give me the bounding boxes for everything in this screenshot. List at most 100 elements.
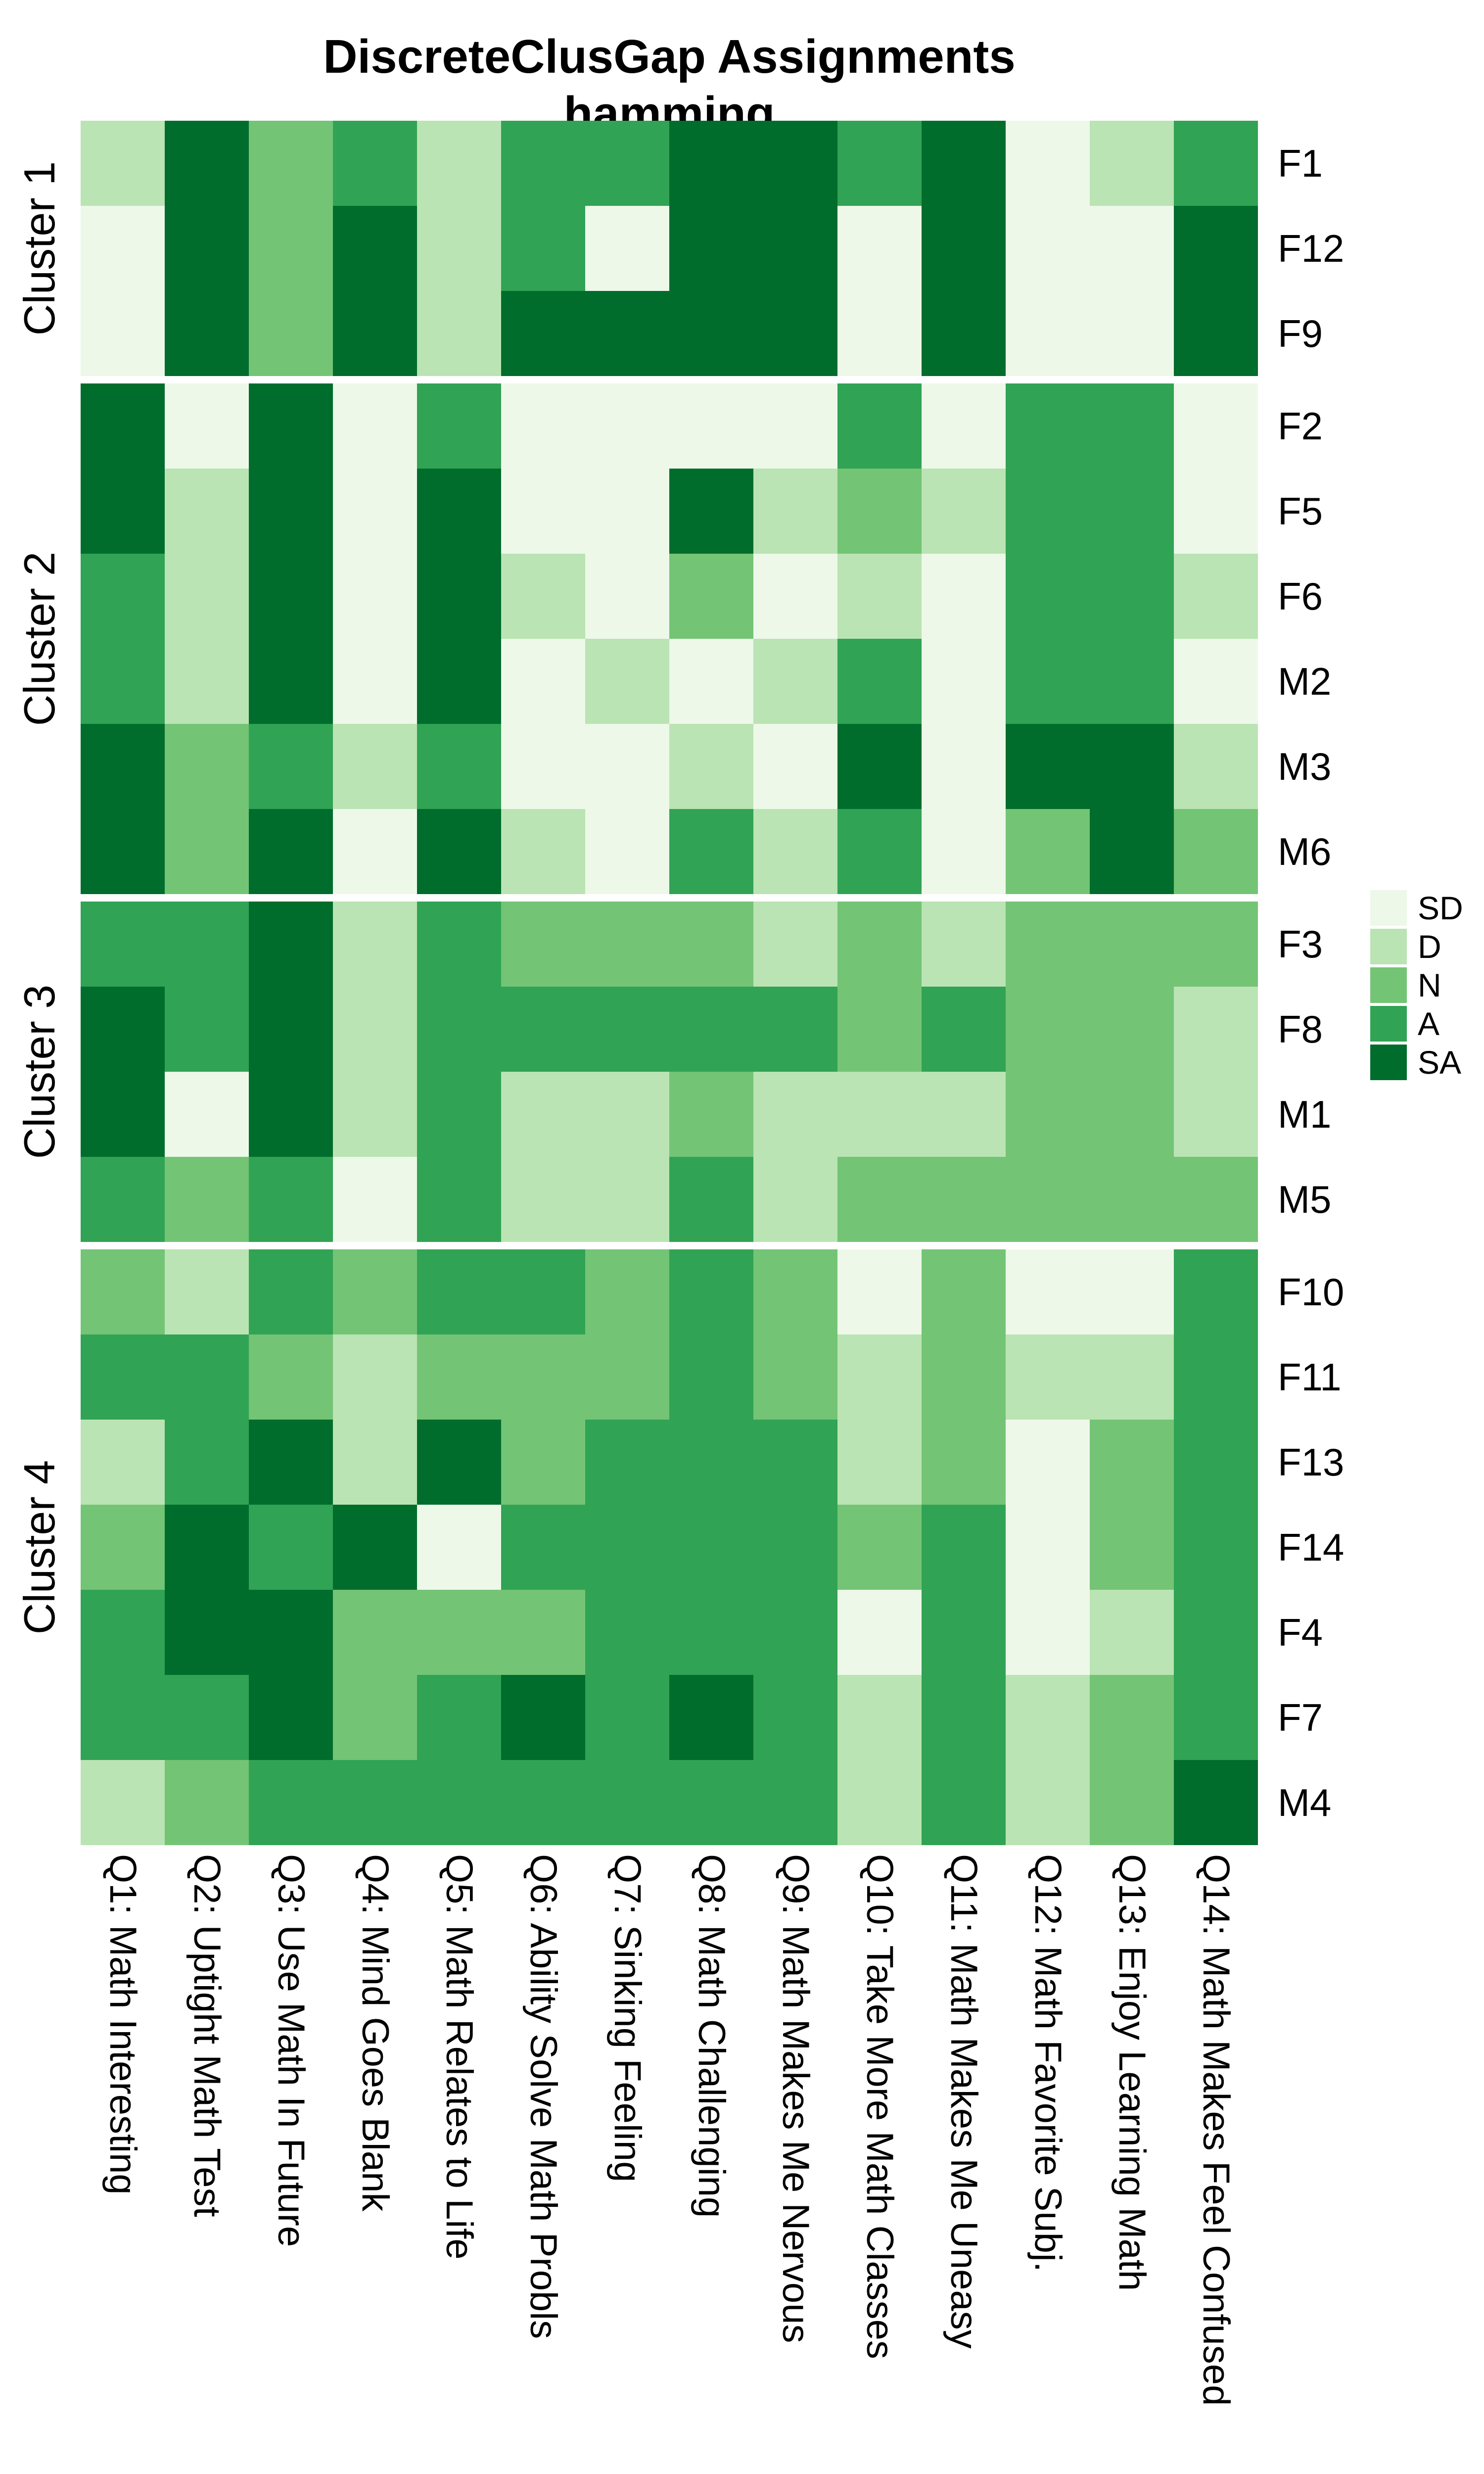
heatmap-cell <box>837 1760 922 1845</box>
heatmap-cell <box>1174 291 1258 376</box>
heatmap-cell <box>81 1675 165 1760</box>
heatmap-cell <box>1090 469 1174 554</box>
heatmap-cell <box>249 1157 333 1242</box>
column-label: Q4: Mind Goes Blank <box>354 1854 396 2212</box>
heatmap-cell <box>753 469 837 554</box>
heatmap-cell <box>1174 1420 1258 1505</box>
heatmap-cell <box>922 1334 1006 1420</box>
heatmap-cell <box>333 902 417 987</box>
heatmap-cell <box>669 291 753 376</box>
heatmap-cell <box>669 554 753 639</box>
heatmap-cell <box>333 1505 417 1590</box>
column-label: Q8: Math Challenging <box>691 1854 733 2218</box>
row-label: M3 <box>1278 744 1332 788</box>
heatmap-cell <box>753 121 837 206</box>
heatmap-cell <box>837 809 922 894</box>
heatmap-cell <box>669 987 753 1072</box>
heatmap-cell <box>501 121 585 206</box>
heatmap-cell <box>669 1675 753 1760</box>
heatmap-cell <box>333 206 417 291</box>
heatmap-cell <box>501 902 585 987</box>
row-label: F10 <box>1278 1270 1345 1314</box>
heatmap-cell <box>249 639 333 724</box>
heatmap-cell <box>1090 1675 1174 1760</box>
heatmap-cell <box>165 121 249 206</box>
heatmap-cell <box>81 554 165 639</box>
heatmap-cell <box>1090 1420 1174 1505</box>
heatmap-cell <box>669 1334 753 1420</box>
heatmap-cell <box>165 1590 249 1675</box>
heatmap-cell <box>837 1072 922 1157</box>
heatmap-cell <box>1006 1072 1090 1157</box>
heatmap-cell <box>417 987 501 1072</box>
heatmap-cell <box>1090 383 1174 469</box>
heatmap-cell <box>753 724 837 809</box>
heatmap-cell <box>165 639 249 724</box>
heatmap-cell <box>165 902 249 987</box>
heatmap-cell <box>922 1249 1006 1334</box>
heatmap-cell <box>333 1760 417 1845</box>
heatmap-cell <box>165 383 249 469</box>
row-label: M6 <box>1278 829 1332 873</box>
legend-swatch <box>1370 1006 1407 1042</box>
heatmap-cell <box>1174 554 1258 639</box>
column-label: Q2: Uptight Math Test <box>186 1854 228 2217</box>
heatmap-cell <box>1174 1334 1258 1420</box>
heatmap-cell <box>753 1420 837 1505</box>
heatmap-cell <box>333 809 417 894</box>
heatmap-cell <box>1174 1505 1258 1590</box>
heatmap-cell <box>922 383 1006 469</box>
heatmap-cell <box>837 902 922 987</box>
legend-label: A <box>1418 1005 1440 1042</box>
heatmap-cell <box>585 1157 669 1242</box>
heatmap-cell <box>1006 383 1090 469</box>
heatmap-cell <box>501 724 585 809</box>
heatmap-cell <box>417 639 501 724</box>
heatmap-cell <box>669 1072 753 1157</box>
heatmap-cell <box>81 902 165 987</box>
heatmap-cell <box>1174 809 1258 894</box>
heatmap-cell <box>669 383 753 469</box>
heatmap-cell <box>669 724 753 809</box>
heatmap-cell <box>1006 291 1090 376</box>
heatmap-cell <box>585 1072 669 1157</box>
column-label: Q12: Math Favorite Subj. <box>1027 1854 1069 2272</box>
heatmap-cell <box>922 809 1006 894</box>
heatmap-cell <box>249 291 333 376</box>
row-label: F14 <box>1278 1525 1345 1569</box>
heatmap-cell <box>81 639 165 724</box>
heatmap-cell <box>417 1420 501 1505</box>
heatmap-cell <box>1006 206 1090 291</box>
heatmap-cell <box>81 724 165 809</box>
cluster-block <box>81 383 1258 894</box>
heatmap-cell <box>249 554 333 639</box>
heatmap-cell <box>837 1249 922 1334</box>
heatmap-cell <box>333 639 417 724</box>
heatmap-cell <box>922 1760 1006 1845</box>
heatmap-cell <box>753 1157 837 1242</box>
heatmap-cell <box>753 206 837 291</box>
heatmap-cell <box>249 1760 333 1845</box>
heatmap-cell <box>81 291 165 376</box>
row-label: F2 <box>1278 404 1323 448</box>
heatmap-cell <box>417 554 501 639</box>
heatmap-cell <box>81 1590 165 1675</box>
cluster-label: Cluster 1 <box>15 161 64 336</box>
heatmap-cell <box>585 1675 669 1760</box>
heatmap-cell <box>333 1157 417 1242</box>
row-label: F8 <box>1278 1007 1323 1051</box>
heatmap-cell <box>417 1249 501 1334</box>
heatmap-cell <box>1006 1157 1090 1242</box>
heatmap-cell <box>1006 1334 1090 1420</box>
heatmap-cell <box>81 383 165 469</box>
heatmap-cell <box>165 1249 249 1334</box>
heatmap-cell <box>922 206 1006 291</box>
heatmap-cell <box>585 1760 669 1845</box>
heatmap-cell <box>81 206 165 291</box>
heatmap-cell <box>1006 987 1090 1072</box>
heatmap-cell <box>417 1157 501 1242</box>
heatmap-cell <box>1090 1334 1174 1420</box>
heatmap-cell <box>333 1675 417 1760</box>
heatmap-cell <box>753 639 837 724</box>
cluster-block <box>81 121 1258 376</box>
